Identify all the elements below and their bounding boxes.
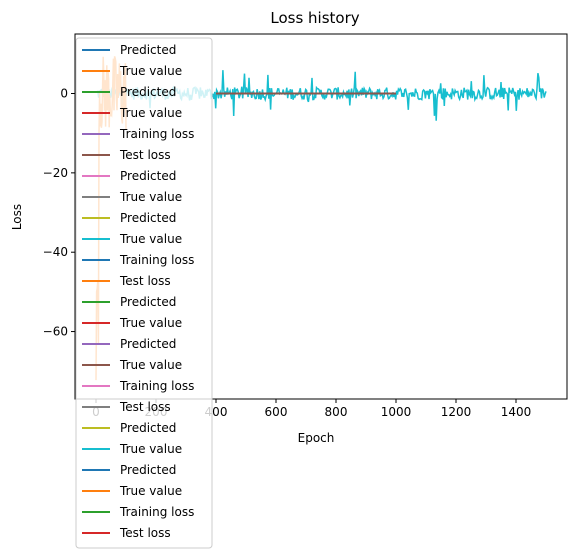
legend-label: Test loss <box>119 148 171 162</box>
legend-label: Test loss <box>119 526 171 540</box>
legend-label: True value <box>119 316 182 330</box>
legend-label: Predicted <box>120 463 176 477</box>
legend-label: Predicted <box>120 169 176 183</box>
y-tick-label: −20 <box>43 166 68 180</box>
y-axis: 0 −20 −40 −60 <box>43 87 75 339</box>
legend-label: Predicted <box>120 421 176 435</box>
legend-label: Training loss <box>119 379 194 393</box>
legend-label: Predicted <box>120 43 176 57</box>
legend-label: Test loss <box>119 400 171 414</box>
legend-label: True value <box>119 106 182 120</box>
legend-label: Predicted <box>120 337 176 351</box>
legend-label: True value <box>119 190 182 204</box>
legend-label: True value <box>119 232 182 246</box>
legend-label: Test loss <box>119 274 171 288</box>
legend-label: True value <box>119 442 182 456</box>
legend-label: True value <box>119 64 182 78</box>
legend-label: Training loss <box>119 253 194 267</box>
y-axis-label: Loss <box>10 204 24 230</box>
legend-label: Predicted <box>120 85 176 99</box>
legend-label: Training loss <box>119 127 194 141</box>
legend-label: True value <box>119 358 182 372</box>
legend-label: Predicted <box>120 211 176 225</box>
x-axis-label: Epoch <box>298 431 335 445</box>
x-tick-label: 1200 <box>441 405 472 419</box>
y-tick-label: 0 <box>60 87 68 101</box>
x-tick-label: 1400 <box>501 405 532 419</box>
x-tick-label: 800 <box>325 405 348 419</box>
legend-label: Training loss <box>119 505 194 519</box>
legend-label: True value <box>119 484 182 498</box>
chart-title: Loss history <box>270 9 359 27</box>
x-tick-label: 1000 <box>381 405 412 419</box>
y-tick-label: −60 <box>43 325 68 339</box>
legend: Predicted True value Predicted True value Tr… <box>76 38 212 548</box>
legend-label: Predicted <box>120 295 176 309</box>
x-tick-label: 600 <box>265 405 288 419</box>
y-tick-label: −40 <box>43 245 68 259</box>
